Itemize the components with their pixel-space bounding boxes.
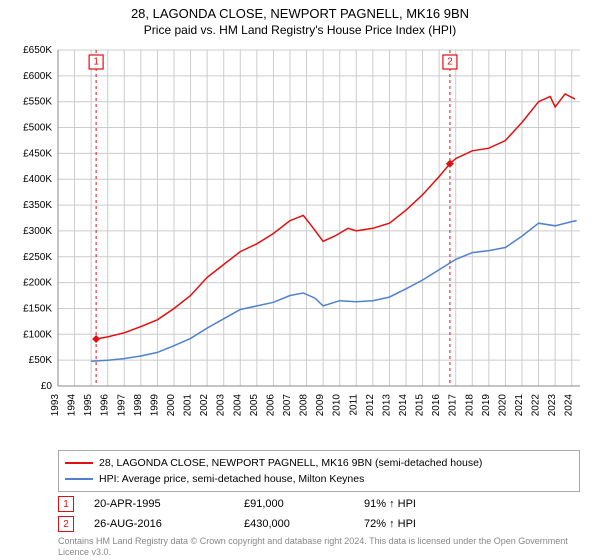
svg-text:2000: 2000 [166, 394, 177, 417]
svg-text:2010: 2010 [332, 394, 343, 417]
transaction-date: 26-AUG-2016 [94, 518, 244, 530]
svg-text:2020: 2020 [497, 394, 508, 417]
legend-swatch [65, 462, 93, 464]
svg-text:£400K: £400K [23, 174, 52, 185]
svg-text:2011: 2011 [348, 394, 359, 416]
transaction-pct: 72% ↑ HPI [364, 518, 416, 530]
svg-text:£50K: £50K [29, 355, 53, 366]
legend-item: 28, LAGONDA CLOSE, NEWPORT PAGNELL, MK16… [65, 455, 573, 471]
transaction-price: £91,000 [244, 498, 364, 510]
svg-text:1996: 1996 [100, 394, 111, 417]
svg-text:2001: 2001 [183, 394, 194, 417]
svg-text:£250K: £250K [23, 252, 52, 263]
svg-text:2: 2 [447, 57, 453, 68]
svg-text:2012: 2012 [365, 394, 376, 417]
transaction-price: £430,000 [244, 518, 364, 530]
svg-text:£550K: £550K [23, 97, 52, 108]
svg-text:£600K: £600K [23, 71, 52, 82]
svg-text:2006: 2006 [265, 394, 276, 417]
legend-item: HPI: Average price, semi-detached house,… [65, 471, 573, 487]
legend-swatch [65, 478, 93, 480]
chart-container: 28, LAGONDA CLOSE, NEWPORT PAGNELL, MK16… [0, 0, 600, 560]
svg-text:1998: 1998 [133, 394, 144, 417]
svg-text:2008: 2008 [299, 394, 310, 417]
legend-label: 28, LAGONDA CLOSE, NEWPORT PAGNELL, MK16… [99, 455, 482, 471]
footer-note: Contains HM Land Registry data © Crown c… [58, 536, 580, 558]
chart-svg: £0£50K£100K£150K£200K£250K£300K£350K£400… [58, 46, 580, 416]
svg-text:2022: 2022 [531, 394, 542, 417]
svg-text:£0: £0 [41, 381, 53, 392]
svg-text:2009: 2009 [315, 394, 326, 417]
svg-text:£100K: £100K [23, 329, 52, 340]
transactions-table: 1 20-APR-1995 £91,000 91% ↑ HPI 2 26-AUG… [58, 494, 580, 534]
svg-text:2021: 2021 [514, 394, 525, 417]
svg-text:£300K: £300K [23, 226, 52, 237]
transaction-row: 1 20-APR-1995 £91,000 91% ↑ HPI [58, 494, 580, 514]
svg-text:2005: 2005 [249, 394, 260, 417]
svg-text:2004: 2004 [232, 394, 243, 417]
chart-title: 28, LAGONDA CLOSE, NEWPORT PAGNELL, MK16… [0, 6, 600, 21]
svg-text:2015: 2015 [415, 394, 426, 417]
legend-box: 28, LAGONDA CLOSE, NEWPORT PAGNELL, MK16… [58, 450, 580, 492]
svg-text:£650K: £650K [23, 45, 52, 56]
svg-text:1999: 1999 [149, 394, 160, 417]
svg-text:2019: 2019 [481, 394, 492, 417]
transaction-date: 20-APR-1995 [94, 498, 244, 510]
svg-text:2013: 2013 [381, 394, 392, 417]
transaction-row: 2 26-AUG-2016 £430,000 72% ↑ HPI [58, 514, 580, 534]
svg-text:2017: 2017 [448, 394, 459, 417]
svg-text:£500K: £500K [23, 123, 52, 134]
svg-text:2007: 2007 [282, 394, 293, 417]
svg-text:1994: 1994 [67, 394, 78, 417]
transaction-marker: 1 [58, 496, 74, 512]
legend-label: HPI: Average price, semi-detached house,… [99, 471, 364, 487]
svg-text:2003: 2003 [216, 394, 227, 417]
svg-text:2016: 2016 [431, 394, 442, 417]
svg-text:1993: 1993 [50, 394, 61, 417]
svg-text:£150K: £150K [23, 303, 52, 314]
svg-text:£450K: £450K [23, 148, 52, 159]
svg-text:£350K: £350K [23, 200, 52, 211]
transaction-pct: 91% ↑ HPI [364, 498, 416, 510]
svg-text:2024: 2024 [564, 394, 575, 417]
svg-text:£200K: £200K [23, 278, 52, 289]
svg-text:2014: 2014 [398, 394, 409, 417]
svg-text:1: 1 [93, 57, 99, 68]
chart-subtitle: Price paid vs. HM Land Registry's House … [0, 23, 600, 37]
svg-text:2018: 2018 [464, 394, 475, 417]
transaction-marker: 2 [58, 516, 74, 532]
svg-text:2002: 2002 [199, 394, 210, 417]
chart-plot-area: £0£50K£100K£150K£200K£250K£300K£350K£400… [58, 46, 580, 416]
svg-text:2023: 2023 [547, 394, 558, 417]
svg-text:1995: 1995 [83, 394, 94, 417]
svg-text:1997: 1997 [116, 394, 127, 417]
title-block: 28, LAGONDA CLOSE, NEWPORT PAGNELL, MK16… [0, 0, 600, 37]
